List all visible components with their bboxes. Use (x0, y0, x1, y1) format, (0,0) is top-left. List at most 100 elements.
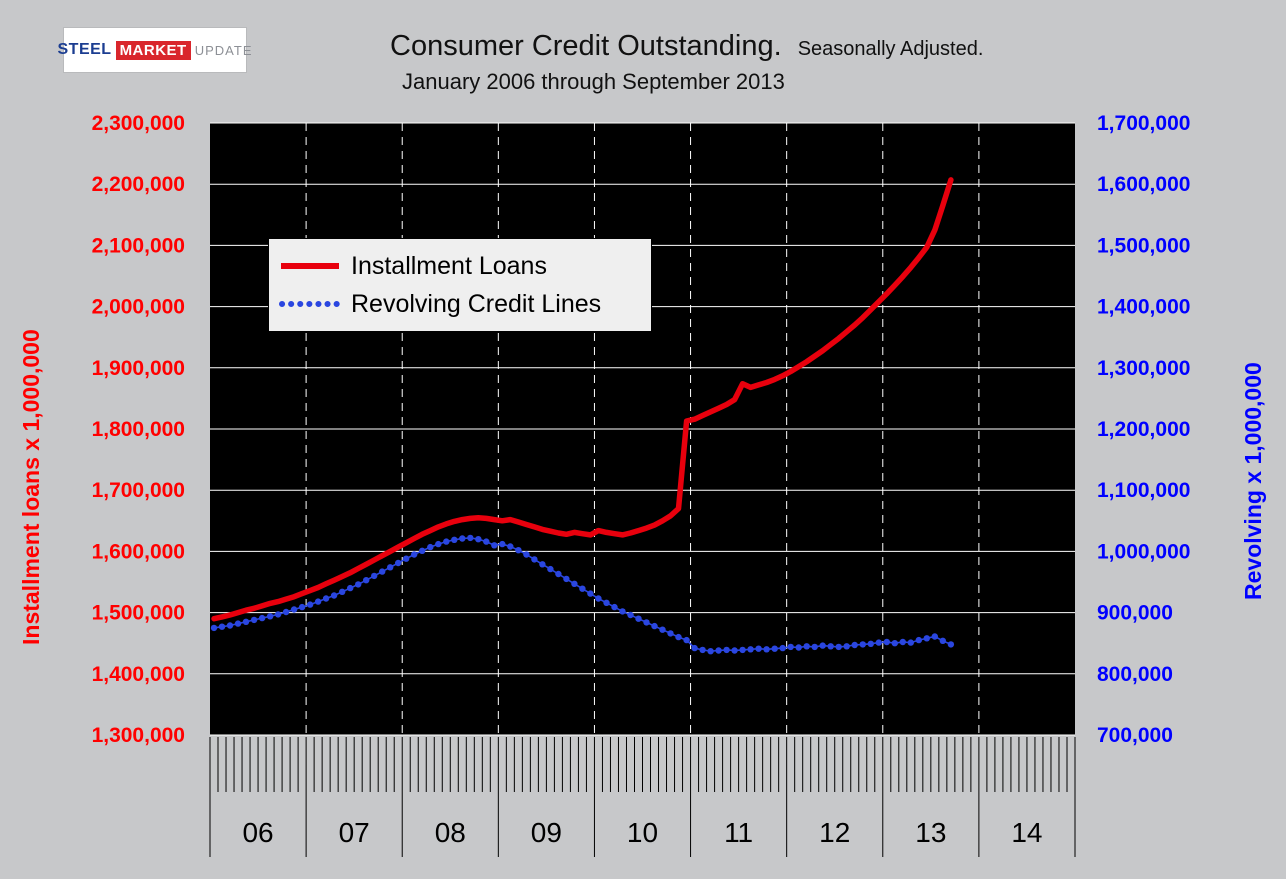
revolving-point (691, 644, 698, 652)
revolving-point (811, 643, 818, 651)
revolving-point (290, 606, 298, 613)
revolving-point (314, 598, 322, 605)
chart-date-range: January 2006 through September 2013 (402, 69, 785, 94)
revolving-point (771, 645, 778, 652)
revolving-point (907, 639, 914, 646)
revolving-point (403, 555, 410, 562)
revolving-point (947, 641, 955, 648)
revolving-point (339, 588, 346, 595)
left-axis-tick-label: 1,700,000 (92, 479, 185, 502)
revolving-point (419, 547, 426, 554)
right-axis-tick-label: 900,000 (1097, 602, 1173, 625)
revolving-point (731, 647, 738, 654)
logo-market-text: MARKET (115, 40, 191, 60)
revolving-point (875, 639, 882, 646)
left-axis-tick-label: 1,800,000 (92, 418, 185, 441)
year-label: 13 (915, 817, 946, 848)
chart-title: Consumer Credit Outstanding. (390, 30, 782, 62)
revolving-point (371, 572, 378, 580)
right-axis-tick-label: 700,000 (1097, 724, 1173, 747)
revolving-point (250, 616, 258, 624)
left-axis-tick-label: 2,100,000 (92, 234, 185, 257)
revolving-point (859, 641, 866, 648)
revolving-point (355, 581, 362, 588)
installment-line-swatch-icon (281, 263, 339, 269)
revolving-point (883, 638, 890, 646)
revolving-point (867, 640, 874, 647)
revolving-point (747, 646, 754, 653)
revolving-point (803, 643, 810, 650)
revolving-point (643, 619, 650, 626)
revolving-point (226, 622, 234, 629)
revolving-point (395, 559, 402, 567)
revolving-point (467, 534, 474, 542)
revolving-point (843, 643, 850, 650)
chart-title-block: Consumer Credit Outstanding. Seasonally A… (390, 30, 983, 95)
revolving-point (939, 637, 946, 644)
revolving-point (923, 635, 930, 642)
left-axis-tick-label: 1,300,000 (92, 724, 185, 747)
revolving-point (675, 633, 682, 641)
revolving-point (322, 595, 330, 602)
right-axis-tick-label: 1,300,000 (1097, 357, 1190, 380)
revolving-point (330, 592, 338, 599)
revolving-point (555, 570, 562, 578)
chart-subtitle: Seasonally Adjusted. (797, 38, 984, 60)
legend-label-revolving: Revolving Credit Lines (351, 289, 602, 318)
revolving-point (387, 564, 394, 571)
right-axis-tick-label: 1,700,000 (1097, 112, 1190, 135)
revolving-point (282, 608, 290, 616)
revolving-point (507, 543, 514, 550)
right-axis-tick-label: 1,000,000 (1097, 540, 1190, 563)
revolving-point (363, 577, 370, 584)
revolving-point (459, 535, 466, 542)
left-axis-tick-label: 1,900,000 (92, 357, 185, 380)
revolving-point (234, 620, 242, 627)
revolving-point (707, 648, 714, 655)
revolving-point (891, 640, 898, 647)
revolving-point (667, 630, 674, 637)
logo-update-text: UPDATE (194, 42, 253, 58)
legend-item-revolving: Revolving Credit Lines (279, 285, 641, 323)
left-axis-title: Installment loans x 1,000,000 (18, 329, 44, 645)
revolving-point (611, 603, 618, 611)
revolving-line-swatch-icon (279, 301, 341, 307)
revolving-point (266, 613, 274, 620)
revolving-point (739, 646, 746, 654)
smu-logo: STEEL MARKET UPDATE (58, 27, 252, 73)
left-axis-tick-label: 2,300,000 (92, 112, 185, 135)
chart-legend: Installment Loans Revolving Credit Lines (268, 238, 652, 332)
revolving-point (379, 568, 386, 575)
revolving-point (563, 575, 570, 583)
revolving-point (595, 595, 602, 602)
revolving-point (411, 551, 418, 558)
legend-item-installment: Installment Loans (279, 247, 641, 285)
revolving-point (683, 636, 690, 644)
revolving-point (547, 565, 554, 573)
revolving-point (539, 561, 546, 568)
year-label: 06 (242, 817, 273, 848)
revolving-point (931, 633, 938, 640)
revolving-point (763, 646, 770, 653)
revolving-point (619, 608, 626, 615)
revolving-point (635, 615, 642, 622)
revolving-point (699, 646, 706, 654)
year-label: 10 (627, 817, 658, 848)
revolving-point (659, 626, 666, 633)
revolving-point (779, 644, 786, 652)
left-axis-tick-label: 2,000,000 (92, 296, 185, 319)
left-axis-tick-label: 1,500,000 (92, 602, 185, 625)
revolving-point (827, 643, 834, 650)
revolving-point (723, 646, 730, 654)
revolving-point (715, 647, 722, 654)
right-axis-tick-label: 1,200,000 (1097, 418, 1190, 441)
right-axis-tick-label: 1,500,000 (1097, 234, 1190, 257)
revolving-point (531, 556, 538, 563)
revolving-point (499, 540, 506, 548)
revolving-point (491, 542, 498, 549)
revolving-point (627, 611, 634, 619)
revolving-point (787, 643, 794, 651)
revolving-point (571, 580, 578, 587)
